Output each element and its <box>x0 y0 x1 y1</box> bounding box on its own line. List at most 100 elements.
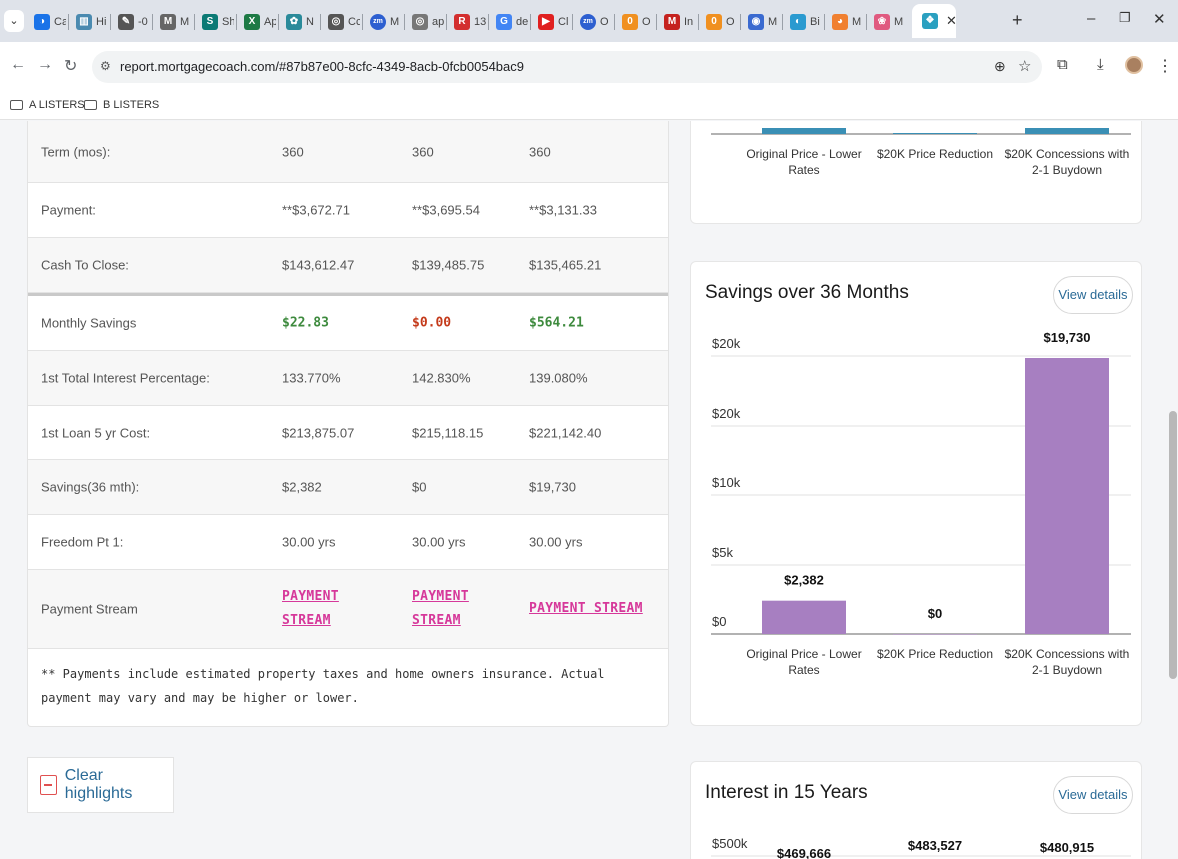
comparison-table: Term (mos): 360 360 360 Payment: **$3,67… <box>27 121 669 727</box>
browser-tab[interactable]: ◉ M <box>744 8 780 36</box>
browser-tab[interactable]: R 13 <box>450 8 486 36</box>
table-row-total-interest: 1st Total Interest Percentage: 133.770% … <box>28 351 668 406</box>
menu-icon[interactable]: ⋮ <box>1157 58 1173 75</box>
tab-separator <box>278 14 279 30</box>
table-row-monthly-savings: Monthly Savings $22.83 $0.00 $564.21 <box>28 293 668 351</box>
browser-tab[interactable]: zm M <box>366 8 402 36</box>
bar <box>1025 358 1109 634</box>
tab-title: O <box>600 16 609 28</box>
browser-tab[interactable]: ✎ -0 <box>114 8 150 36</box>
savings-value: $0.00 <box>412 315 452 331</box>
payment-stream-link[interactable]: PAYMENT STREAM <box>529 601 643 616</box>
tab-separator <box>152 14 153 30</box>
forward-icon[interactable]: → <box>37 56 53 73</box>
x-tick-label-line: $20K Price Reduction <box>877 147 993 161</box>
payment-stream-link[interactable]: PAYMENT STREAM <box>412 589 469 628</box>
data-label: $480,915 <box>1040 840 1094 855</box>
back-icon[interactable]: ← <box>10 56 26 73</box>
tab-title: M <box>894 16 904 28</box>
tab-separator <box>656 14 657 30</box>
data-label: $2,382 <box>784 573 824 588</box>
tab-close-icon[interactable]: ✕ <box>946 13 956 28</box>
bar <box>1025 128 1109 134</box>
browser-tab[interactable]: ◎ Cc <box>324 8 360 36</box>
y-tick-label: $20k <box>712 406 741 421</box>
clear-highlights-label: Clear highlights <box>64 767 133 802</box>
tab-title: O <box>726 16 735 28</box>
tab-favicon-icon: ▶ <box>538 14 554 30</box>
bookmark-star-icon[interactable]: ☆ <box>1018 58 1032 75</box>
browser-tab[interactable]: X Ap <box>240 8 276 36</box>
cell-value: **$3,695.54 <box>412 202 480 218</box>
tab-favicon-icon: X <box>244 14 260 30</box>
tab-favicon-icon: M <box>160 14 176 30</box>
tab-favicon-icon: ❀ <box>874 14 890 30</box>
view-details-button[interactable]: View details <box>1053 276 1133 314</box>
browser-tab[interactable]: M In <box>660 8 696 36</box>
browser-tab[interactable]: ❖ ✕ <box>912 4 956 38</box>
y-tick-label: $0 <box>712 614 726 629</box>
page-scrollbar[interactable] <box>1169 411 1177 679</box>
bar <box>762 600 846 634</box>
cell-value: $2,382 <box>282 479 322 495</box>
cell-value: 30.00 yrs <box>529 534 583 550</box>
profile-avatar[interactable] <box>1125 56 1143 74</box>
site-info-icon[interactable]: ⚙ <box>100 59 111 73</box>
browser-tab[interactable]: ▥ Hi <box>72 8 108 36</box>
browser-tab[interactable]: ◐ Bi <box>786 8 822 36</box>
browser-tab[interactable]: S Sh <box>198 8 234 36</box>
tab-search-button[interactable]: ⌄ <box>4 10 24 32</box>
reload-icon[interactable]: ↻ <box>64 58 78 75</box>
close-window-icon[interactable]: ✕ <box>1153 11 1166 28</box>
folder-icon <box>10 100 23 110</box>
browser-tab[interactable]: ❀ M <box>870 8 906 36</box>
zoom-icon[interactable]: ⊕ <box>994 58 1006 74</box>
tab-title: N <box>306 16 314 28</box>
view-details-button[interactable]: View details <box>1053 776 1133 814</box>
x-tick-label: $20K Price Reduction <box>877 147 993 161</box>
x-tick-label-line: 2-1 Buydown <box>1032 663 1102 677</box>
x-tick-label-line: Rates <box>788 663 819 677</box>
download-icon[interactable]: ⤓ <box>1097 56 1104 73</box>
report-page: Term (mos): 360 360 360 Payment: **$3,67… <box>0 121 1178 859</box>
data-label: $469,666 <box>777 846 831 859</box>
payment-stream-link[interactable]: PAYMENT STREAM <box>282 589 339 628</box>
x-tick-label: Original Price - Lower Rates <box>746 647 861 677</box>
tab-favicon-icon: ◉ <box>748 14 764 30</box>
tab-separator <box>446 14 447 30</box>
browser-tab[interactable]: ▶ Cl <box>534 8 570 36</box>
row-label: Payment Stream <box>41 601 138 617</box>
tab-favicon-icon: ❖ <box>922 13 938 29</box>
clear-highlights-button[interactable]: Clear highlights <box>27 757 174 813</box>
browser-tab[interactable]: ✿ N <box>282 8 318 36</box>
browser-tab[interactable]: zm O <box>576 8 612 36</box>
browser-tab[interactable]: ◎ ap <box>408 8 444 36</box>
x-tick-label-line: Original Price - Lower <box>746 147 861 161</box>
tab-separator <box>488 14 489 30</box>
tab-separator <box>320 14 321 30</box>
tab-separator <box>698 14 699 30</box>
restore-icon[interactable]: ❐ <box>1119 10 1131 25</box>
cell-value: 360 <box>282 144 304 159</box>
minimize-icon[interactable]: – <box>1087 10 1096 27</box>
url-text[interactable]: report.mortgagecoach.com/#87b87e00-8cfc-… <box>120 59 524 74</box>
cell-value: **$3,672.71 <box>282 202 350 218</box>
bookmark-folder-b-listers[interactable]: B LISTERS <box>84 99 159 111</box>
browser-tab[interactable]: ◕ M <box>828 8 864 36</box>
bookmark-folder-a-listers[interactable]: A LISTERS <box>10 99 85 111</box>
extensions-icon[interactable]: ⧉ <box>1057 56 1068 73</box>
tab-separator <box>572 14 573 30</box>
address-bar[interactable]: ⚙ report.mortgagecoach.com/#87b87e00-8cf… <box>92 51 1042 83</box>
tab-title: Ca <box>54 16 66 28</box>
savings-value: $564.21 <box>529 315 584 331</box>
savings-value: $22.83 <box>282 315 329 331</box>
row-label: Payment: <box>41 202 96 218</box>
new-tab-button[interactable]: + <box>1012 10 1023 30</box>
chart-card-top: Original Price - Lower Rates $20K Price Re… <box>690 121 1142 224</box>
x-tick-label: $20K Concessions with 2-1 Buydown <box>1005 147 1130 177</box>
browser-tab[interactable]: ◑ Ca <box>30 8 66 36</box>
